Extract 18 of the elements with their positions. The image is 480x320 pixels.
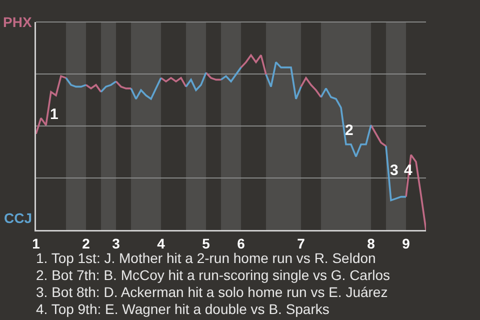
x-tick-label: 2 <box>82 235 90 252</box>
text: CCJ <box>4 210 32 226</box>
x-tick-label: 4 <box>157 235 166 252</box>
x-tick-label: 6 <box>237 235 246 252</box>
x-tick-label: 9 <box>402 235 410 252</box>
x-tick-label: 1 <box>32 235 40 252</box>
annotation: 3 <box>390 162 398 179</box>
text: 4. Top 9th: E. Wagner hit a double vs B. Sparks <box>36 301 330 318</box>
text: 2. Bot 7th: B. McCoy hit a run-scoring single vs G. Carlos <box>36 267 390 284</box>
x-tick-label: 8 <box>367 235 376 252</box>
x-tick-label: 3 <box>112 235 120 252</box>
text: PHX <box>3 14 32 30</box>
x-tick-label: 5 <box>202 235 210 252</box>
annotation: 2 <box>345 122 354 139</box>
text: 3. Bot 8th: D. Ackerman hit a solo home run vs E. Juárez <box>36 284 389 301</box>
annotation: 1 <box>50 106 58 123</box>
text: 1. Top 1st: J. Mother hit a 2-run home run vs R. Seldon <box>36 250 377 267</box>
x-tick-label: 7 <box>297 235 306 252</box>
